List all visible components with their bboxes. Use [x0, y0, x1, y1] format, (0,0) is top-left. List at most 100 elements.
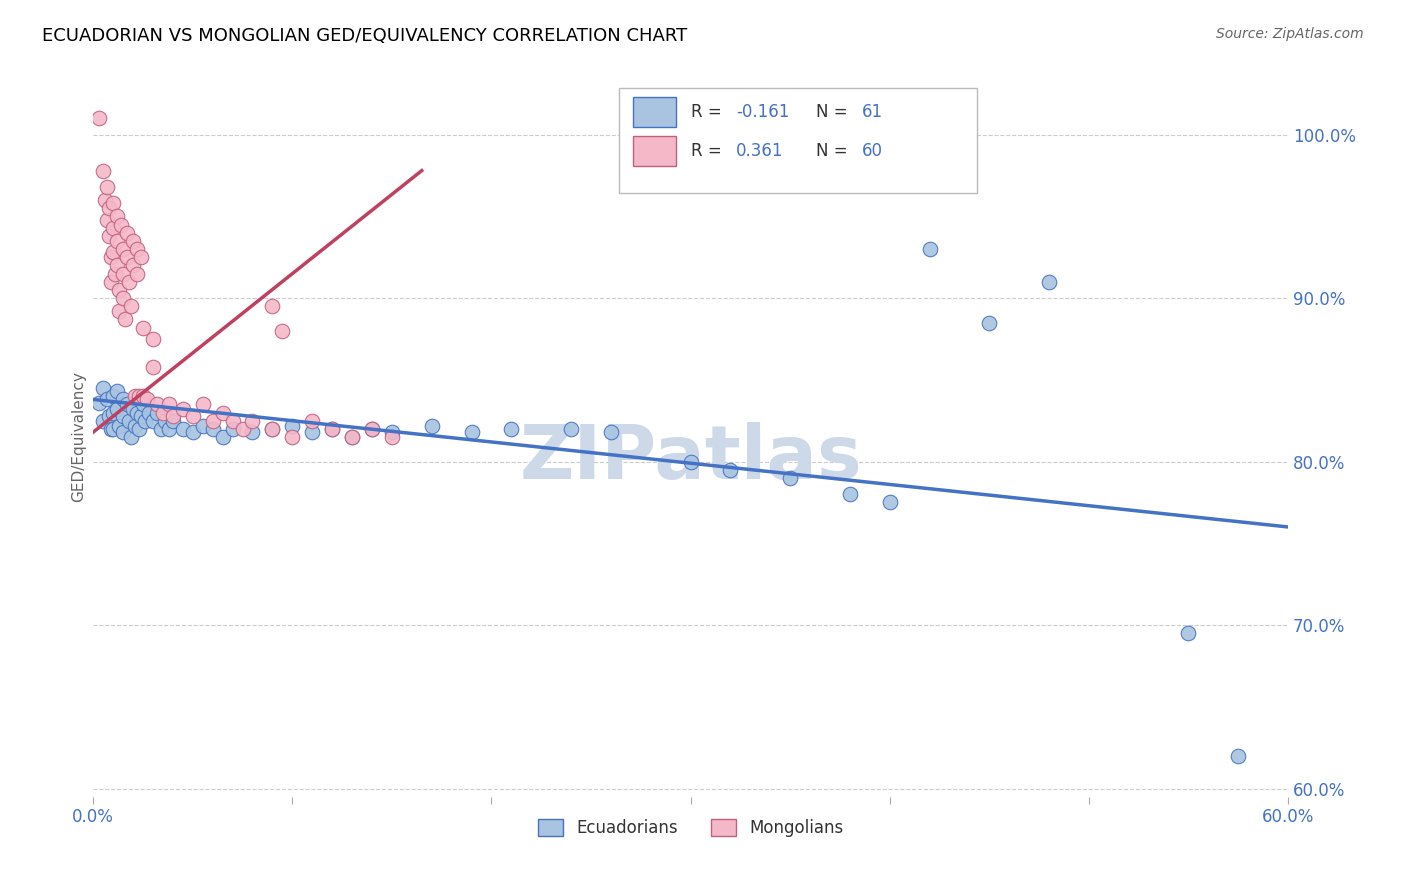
Point [162, 409, 184, 423]
Point [115, 226, 138, 240]
Text: ECUADORIAN VS MONGOLIAN GED/EQUIVALENCY CORRELATION CHART: ECUADORIAN VS MONGOLIAN GED/EQUIVALENCY … [42, 27, 688, 45]
Point [201, 422, 224, 436]
Point [600, 425, 623, 439]
Y-axis label: GED/Equivalency: GED/Equivalency [72, 372, 86, 502]
FancyBboxPatch shape [619, 88, 977, 193]
Point [108, 283, 131, 297]
Point [460, 425, 482, 439]
Point [281, 418, 304, 433]
Point [115, 397, 138, 411]
Point [122, 402, 145, 417]
Point [100, 275, 122, 289]
Point [96, 212, 118, 227]
Point [122, 259, 145, 273]
Point [100, 250, 122, 264]
Point [108, 418, 131, 433]
Point [779, 471, 801, 485]
Point [221, 414, 243, 428]
Point [91, 163, 114, 178]
Point [132, 397, 155, 411]
Point [142, 414, 165, 428]
Text: 60: 60 [862, 142, 883, 160]
Point [124, 389, 146, 403]
Point [98, 409, 121, 423]
Point [105, 402, 128, 417]
Point [91, 414, 114, 428]
Point [420, 418, 443, 433]
Point [142, 332, 165, 346]
Point [718, 463, 741, 477]
Point [162, 414, 184, 428]
Point [94, 193, 117, 207]
Point [98, 229, 121, 244]
Bar [633, 97, 676, 127]
Point [132, 320, 155, 334]
Point [838, 487, 860, 501]
Point [201, 414, 224, 428]
Text: Source: ZipAtlas.com: Source: ZipAtlas.com [1216, 27, 1364, 41]
Point [142, 359, 165, 374]
Point [211, 430, 233, 444]
Point [149, 422, 172, 436]
Point [105, 210, 128, 224]
Point [122, 234, 145, 248]
Text: R =: R = [690, 142, 727, 160]
Point [101, 220, 124, 235]
Point [125, 267, 148, 281]
Point [100, 422, 122, 436]
Point [112, 425, 135, 439]
Point [112, 392, 135, 407]
Point [96, 392, 118, 407]
Point [879, 495, 901, 509]
Point [112, 267, 135, 281]
Point [125, 242, 148, 256]
Point [153, 414, 176, 428]
Point [120, 430, 142, 444]
Point [1177, 626, 1199, 640]
Point [918, 242, 941, 256]
Point [108, 304, 131, 318]
Point [98, 201, 121, 215]
Text: N =: N = [815, 103, 853, 121]
Point [679, 454, 702, 468]
Point [101, 389, 124, 403]
Point [262, 299, 284, 313]
Point [112, 409, 135, 423]
Point [321, 422, 343, 436]
Text: N =: N = [815, 142, 853, 160]
Point [146, 405, 169, 419]
Point [118, 414, 141, 428]
Point [242, 425, 264, 439]
Point [105, 259, 128, 273]
Point [138, 405, 160, 419]
Point [101, 422, 124, 436]
Point [112, 291, 135, 305]
Text: 61: 61 [862, 103, 883, 121]
Point [181, 409, 204, 423]
Bar [633, 136, 676, 166]
Point [128, 389, 150, 403]
Point [89, 395, 111, 409]
Text: R =: R = [690, 103, 727, 121]
Point [281, 430, 304, 444]
Point [231, 422, 254, 436]
Point [129, 409, 152, 423]
Point [381, 430, 404, 444]
Point [110, 218, 132, 232]
Point [129, 250, 152, 264]
Point [181, 425, 204, 439]
Legend: Ecuadorians, Mongolians: Ecuadorians, Mongolians [531, 812, 851, 844]
Point [115, 250, 138, 264]
Point [105, 384, 128, 399]
Point [101, 405, 124, 419]
Point [91, 381, 114, 395]
Point [211, 405, 233, 419]
Point [191, 397, 214, 411]
Point [301, 425, 323, 439]
Point [112, 242, 135, 256]
Point [242, 414, 264, 428]
Point [501, 422, 523, 436]
Point [134, 414, 156, 428]
Point [172, 402, 194, 417]
Point [96, 180, 118, 194]
